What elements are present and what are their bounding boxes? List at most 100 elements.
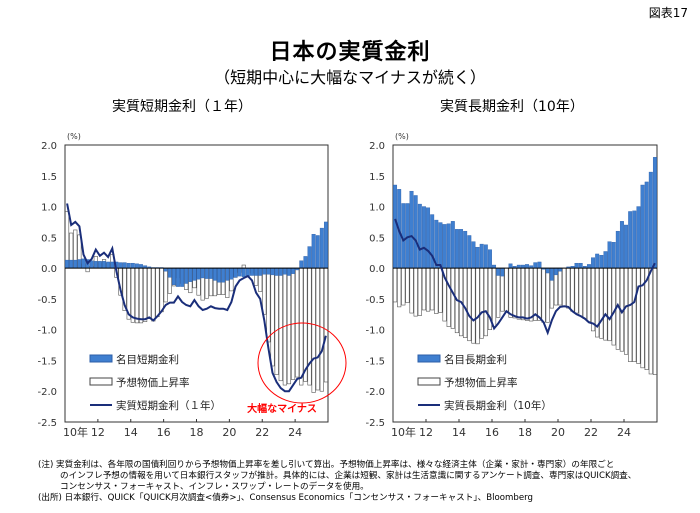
nominal-rate-bar bbox=[619, 221, 624, 269]
expected-inflation-bar bbox=[303, 267, 308, 382]
expected-inflation-bar bbox=[508, 267, 513, 318]
nominal-rate-bar bbox=[217, 267, 222, 283]
nominal-rate-bar bbox=[459, 229, 464, 269]
y-tick-label: -1.0 bbox=[365, 326, 385, 337]
nominal-rate-bar bbox=[405, 203, 410, 269]
expected-inflation-bar bbox=[409, 267, 414, 314]
expected-inflation-bar bbox=[278, 267, 283, 382]
nominal-rate-bar bbox=[287, 267, 291, 276]
expected-inflation-bar bbox=[512, 267, 517, 319]
real-rate-line bbox=[66, 203, 327, 393]
nominal-rate-bar bbox=[545, 267, 550, 274]
nominal-rate-bar bbox=[636, 206, 641, 269]
nominal-rate-bar bbox=[180, 267, 185, 287]
y-tick-label: -0.5 bbox=[365, 295, 385, 306]
nominal-rate-bar bbox=[102, 261, 106, 269]
expected-inflation-bar bbox=[434, 267, 439, 314]
real-rate-line bbox=[394, 218, 656, 336]
nominal-rate-bar bbox=[496, 267, 501, 276]
expected-inflation-bar bbox=[566, 267, 571, 309]
legend-label: 実質短期金利（１年） bbox=[116, 399, 221, 412]
expected-inflation-bar bbox=[491, 267, 497, 327]
expected-inflation-bar bbox=[134, 267, 139, 324]
y-tick-label: 1.0 bbox=[369, 203, 385, 214]
x-tick-label: 18 bbox=[190, 426, 204, 439]
nominal-rate-bar bbox=[200, 267, 205, 279]
y-tick-label: 0.5 bbox=[41, 233, 57, 244]
nominal-rate-bar bbox=[213, 267, 217, 281]
nominal-rate-bar bbox=[291, 267, 296, 274]
nominal-rate-bar bbox=[454, 229, 459, 269]
expected-inflation-bar bbox=[295, 267, 300, 378]
nominal-rate-bar bbox=[475, 246, 480, 269]
nominal-rate-bar bbox=[393, 184, 398, 269]
nominal-rate-bar bbox=[644, 181, 649, 269]
nominal-rate-bar bbox=[93, 261, 98, 269]
x-tick-label: 24 bbox=[617, 426, 631, 439]
nominal-rate-bar bbox=[139, 264, 143, 269]
page-title: 日本の実質金利 bbox=[269, 40, 431, 65]
nominal-rate-bar bbox=[483, 244, 488, 269]
nominal-rate-bar bbox=[299, 260, 304, 269]
nominal-rate-bar bbox=[409, 190, 414, 269]
expected-inflation-bar bbox=[479, 267, 484, 339]
nominal-rate-bar bbox=[652, 157, 657, 269]
y-tick-label: 0.5 bbox=[369, 233, 385, 244]
expected-inflation-bar bbox=[307, 267, 312, 386]
nominal-rate-bar bbox=[254, 267, 259, 276]
x-tick-label: 22 bbox=[255, 426, 269, 439]
nominal-rate-bar bbox=[586, 264, 591, 269]
expected-inflation-bar bbox=[562, 267, 567, 307]
y-axis-unit: (%) bbox=[395, 132, 409, 141]
nominal-rate-bar bbox=[282, 267, 287, 275]
legend-label: 名目長期金利 bbox=[444, 353, 507, 366]
expected-inflation-bar bbox=[446, 267, 451, 327]
note-line: コンセンサス・フォーキャスト、インフレ・スワップ・レートのデータを使用。 bbox=[60, 482, 369, 492]
x-tick-label: 12 bbox=[419, 426, 433, 439]
nominal-rate-bar bbox=[632, 210, 637, 269]
expected-inflation-bar bbox=[130, 267, 135, 323]
expected-inflation-bar bbox=[163, 267, 168, 303]
y-tick-label: -1.5 bbox=[37, 356, 57, 367]
nominal-rate-bar bbox=[525, 264, 530, 269]
nominal-rate-bar bbox=[171, 267, 176, 285]
y-tick-label: -2.0 bbox=[365, 387, 385, 398]
nominal-rate-bar bbox=[262, 267, 267, 275]
nominal-rate-bar bbox=[487, 249, 492, 269]
expected-inflation-bar bbox=[463, 267, 468, 338]
y-tick-label: 0.0 bbox=[369, 264, 385, 275]
expected-inflation-bar bbox=[574, 267, 579, 314]
expected-inflation-bar bbox=[319, 267, 324, 392]
nominal-rate-bar bbox=[204, 267, 209, 279]
nominal-rate-bar bbox=[250, 267, 254, 276]
expected-inflation-bar bbox=[262, 267, 267, 315]
nominal-rate-bar bbox=[553, 267, 558, 276]
nominal-rate-bar bbox=[471, 241, 476, 269]
expected-inflation-bar bbox=[475, 267, 480, 345]
nominal-rate-bar bbox=[595, 253, 600, 269]
legend-label: 予想物価上昇率 bbox=[116, 376, 190, 389]
x-tick-label: 12 bbox=[91, 426, 105, 439]
nominal-rate-bar bbox=[537, 261, 542, 269]
expected-inflation-bar bbox=[533, 267, 538, 321]
nominal-rate-bar bbox=[413, 195, 418, 269]
note-line: のインフレ予想の情報を用いて日本銀行スタッフが推計。具体的には、企業は短観、家計… bbox=[60, 471, 637, 481]
nominal-rate-bar bbox=[303, 256, 308, 269]
expected-inflation-bar bbox=[85, 267, 90, 273]
legend-swatch-nominal bbox=[89, 354, 113, 363]
nominal-rate-bar bbox=[69, 259, 74, 269]
expected-inflation-bar bbox=[590, 267, 596, 332]
nominal-rate-bar bbox=[266, 267, 271, 275]
nominal-rate-bar bbox=[278, 267, 283, 276]
note-line: (注) 実質金利は、各年限の国債利回りから予想物価上昇率を差し引いて算出。予想物… bbox=[38, 460, 615, 470]
nominal-rate-bar bbox=[258, 267, 263, 276]
nominal-rate-bar bbox=[118, 262, 123, 269]
expected-inflation-bar bbox=[516, 267, 521, 320]
nominal-rate-bar bbox=[311, 234, 316, 269]
nominal-rate-bar bbox=[97, 261, 102, 269]
expected-inflation-bar bbox=[467, 267, 472, 342]
x-tick-label: 24 bbox=[288, 426, 302, 439]
nominal-rate-bar bbox=[126, 262, 131, 269]
expected-inflation-bar bbox=[541, 267, 546, 323]
